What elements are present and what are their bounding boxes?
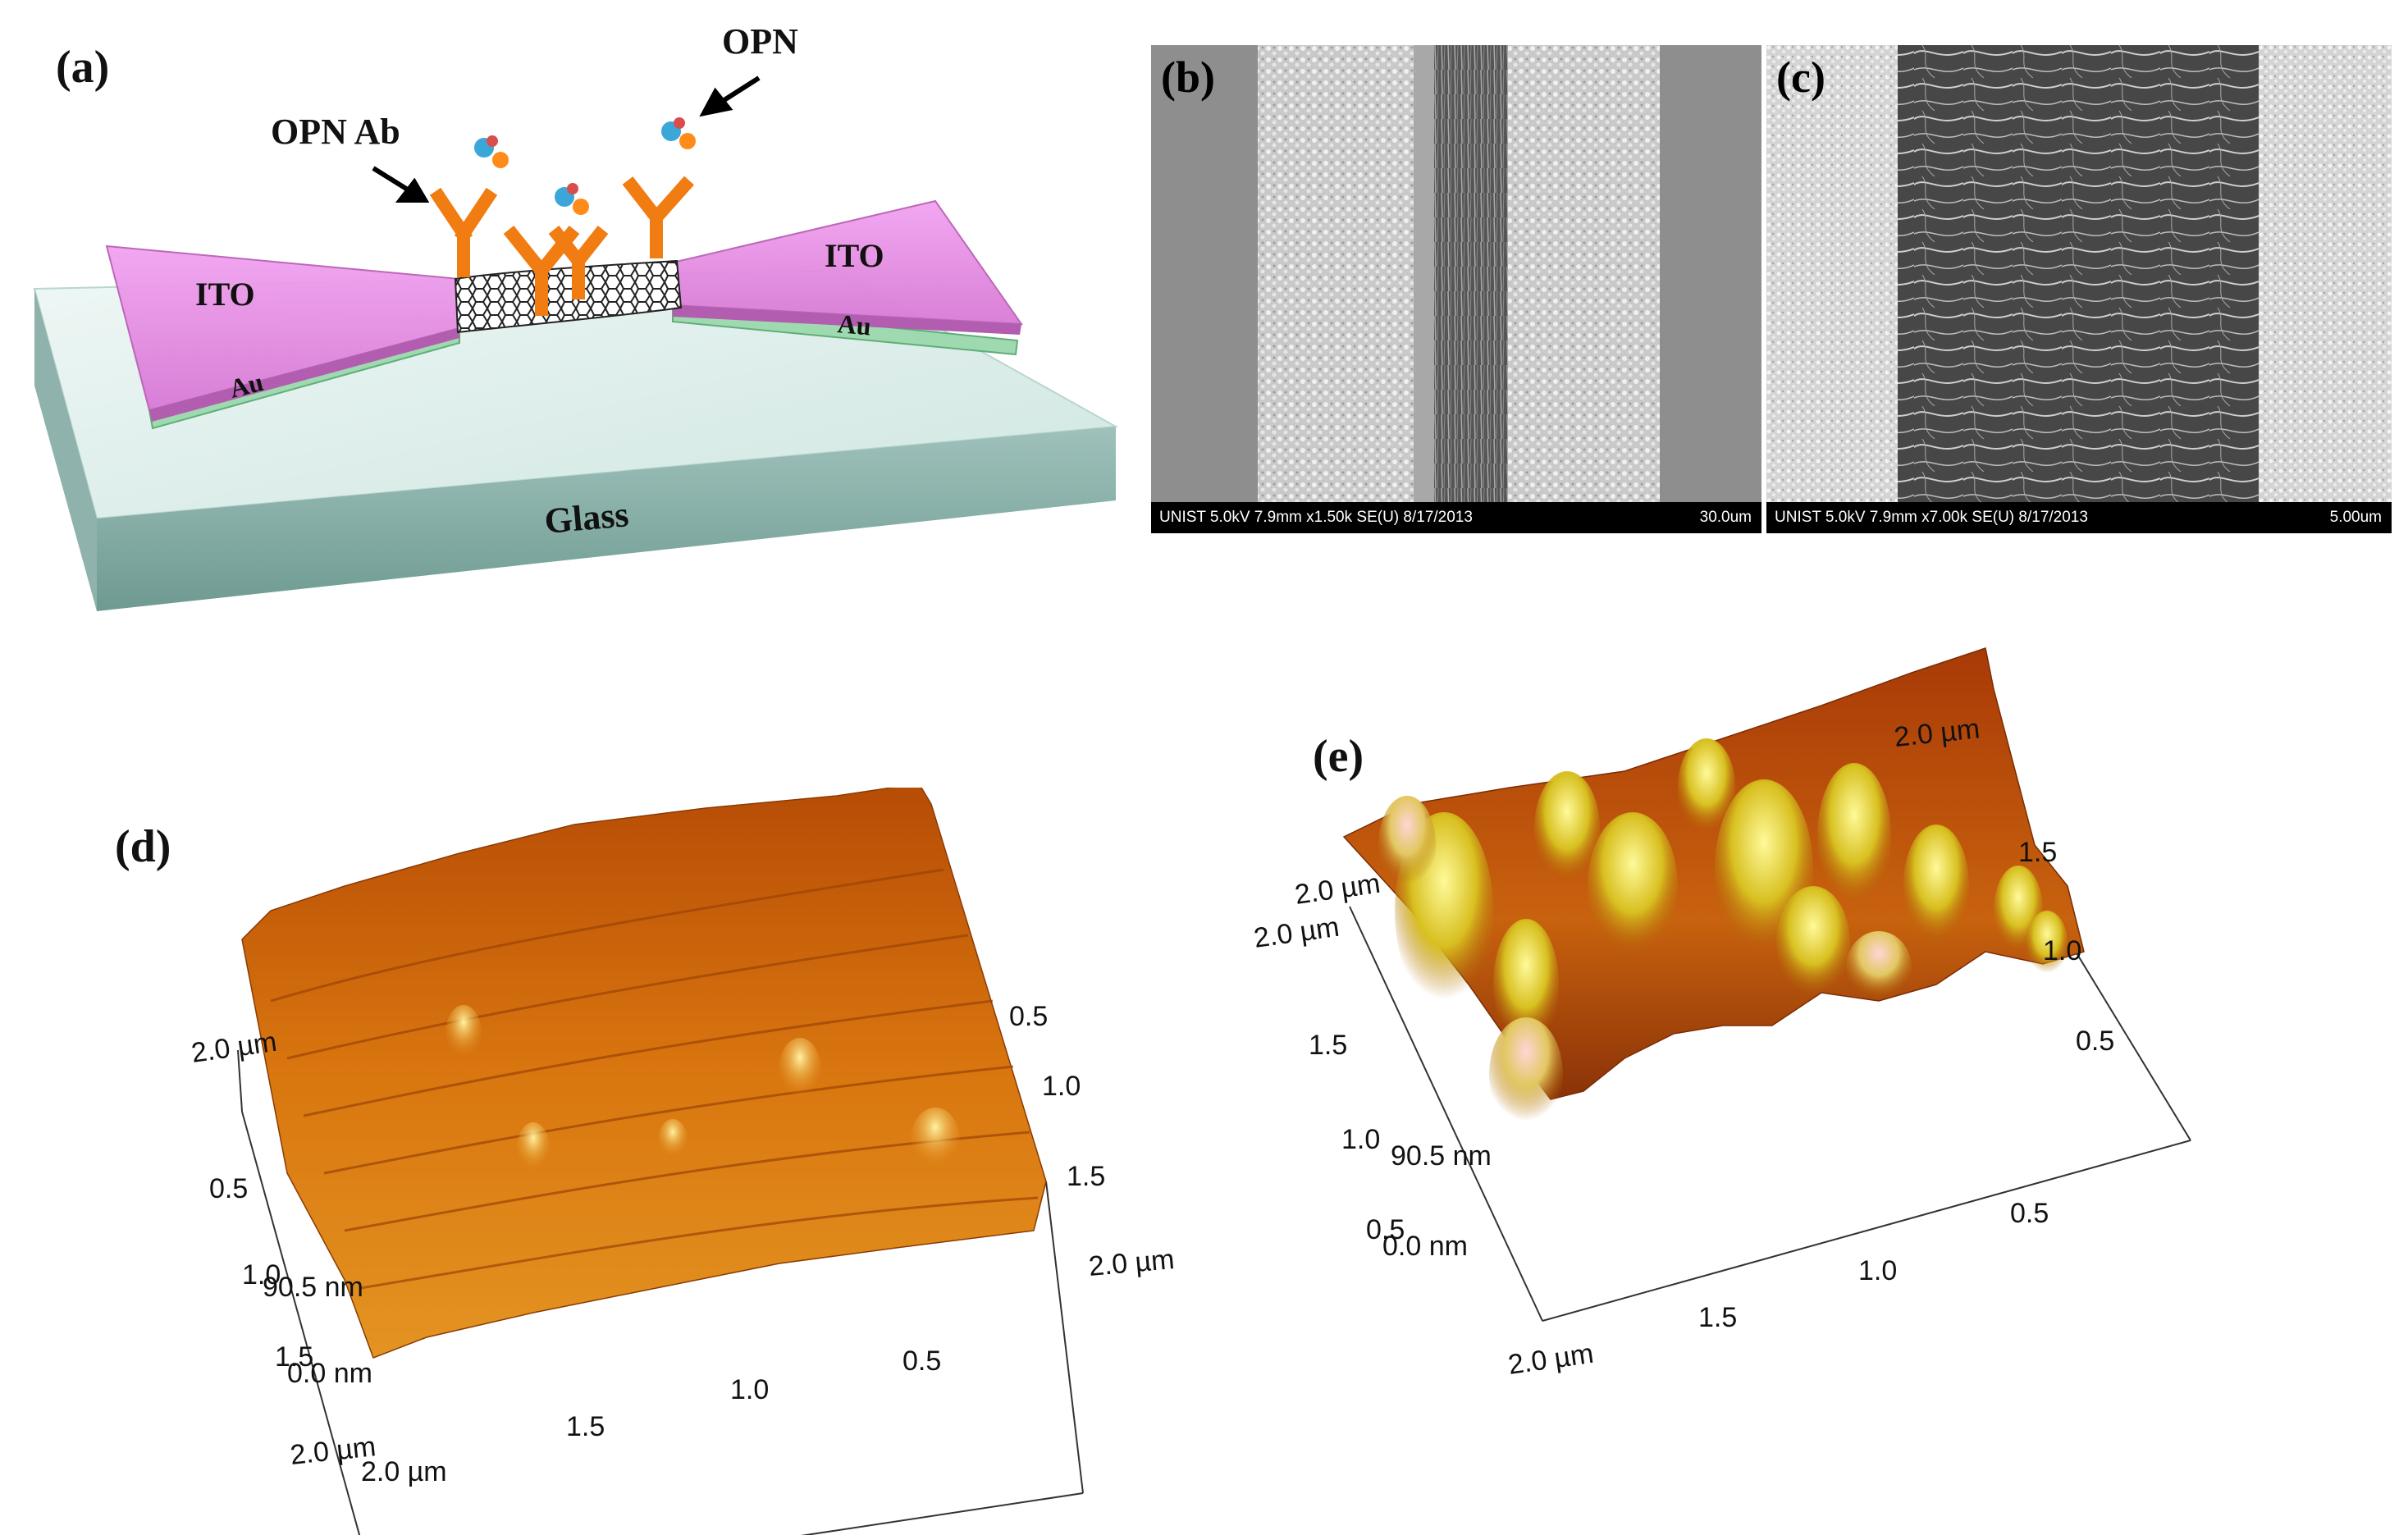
afm-surface-d: 0.5 1.0 1.5 2.0 µm 2.0 µm 0.5 1.0 90.5 n…: [190, 788, 1176, 1535]
arrow-opn: [699, 75, 761, 117]
panel-b: (b) UNIST 5.0kV 7.9mm x1.50k SE(U) 8/17/…: [1151, 45, 1761, 533]
sem-info-b: UNIST 5.0kV 7.9mm x1.50k SE(U) 8/17/2013: [1159, 509, 1473, 526]
afm-e-tick-left-top: 2.0 µm: [1293, 868, 1382, 911]
afm-surface-e: 2.0 µm 1.5 1.0 0.5 2.0 µm 2.0 µm 1.5 1.0…: [1252, 647, 2191, 1381]
afm-d-tick-bottom-0.5: 0.5: [902, 1345, 941, 1377]
afm-d-axes: [237, 1049, 1084, 1535]
panel-a-label: (a): [56, 42, 110, 93]
afm-d-tick-left-1.0: 1.0: [242, 1259, 281, 1291]
afm-d-tick-bottom-1.0: 1.0: [730, 1374, 769, 1405]
panel-b-label: (b): [1161, 53, 1215, 102]
afm-e-tick-right-1.0: 1.0: [2043, 935, 2081, 966]
antibody-1: [429, 187, 498, 277]
afm-d-tick-bottom-1.5: 1.5: [566, 1411, 605, 1442]
sem-info-bar-c: UNIST 5.0kV 7.9mm x7.00k SE(U) 8/17/2013…: [1766, 502, 2392, 533]
sem-scale-c: 5.00um: [2329, 509, 2382, 526]
au-right-label: Au: [836, 308, 872, 340]
afm-e-tick-left-1.5: 1.5: [1309, 1030, 1347, 1061]
ito-left-label: ITO: [195, 276, 255, 313]
sem-image-c: [1766, 45, 2392, 533]
sem-info-bar-b: UNIST 5.0kV 7.9mm x1.50k SE(U) 8/17/2013…: [1151, 502, 1761, 533]
panel-e-label: (e): [1313, 731, 1364, 782]
arrow-opn-ab: [372, 166, 430, 203]
afm-e-tick-right-1.5: 1.5: [2018, 837, 2057, 868]
cnt-channel: [454, 259, 683, 334]
afm-d-tick-zero: 0.0 nm: [287, 1358, 372, 1389]
opn-label: OPN: [722, 21, 798, 62]
afm-d-tick-right-1.0: 1.0: [1042, 1071, 1081, 1102]
panel-c-label: (c): [1776, 53, 1825, 102]
afm-e-tick-bottom-1.5: 1.5: [1698, 1302, 1737, 1333]
panel-c: (c) UNIST 5.0kV 7.9mm x7.00k SE(U) 8/17/…: [1766, 45, 2392, 533]
afm-e-tick-height: 90.5 nm: [1391, 1140, 1492, 1172]
afm-e-tick-right-0.5: 0.5: [2076, 1026, 2114, 1057]
opn-molecule-2: [555, 183, 589, 215]
panel-d-label: (d): [115, 821, 171, 872]
opn-ab-label: OPN Ab: [271, 112, 400, 152]
glass-label: Glass: [543, 494, 631, 541]
panel-e: (e): [1198, 640, 2408, 1535]
afm-e-tick-bottom-1.0: 1.0: [1858, 1255, 1897, 1286]
afm-e-tick-left-1.0: 1.0: [1341, 1124, 1380, 1155]
afm-e-tick-zero: 0.0 nm: [1382, 1231, 1468, 1262]
ito-right-label: ITO: [825, 237, 884, 274]
opn-molecule-3: [661, 117, 696, 149]
antibody-4: [548, 226, 609, 299]
afm-e-tick-bottom-2.0: 2.0 µm: [1506, 1338, 1596, 1381]
afm-e-tick-left-2.0: 2.0 µm: [1252, 911, 1341, 954]
afm-d-tick-left-1.5: 1.5: [275, 1341, 313, 1373]
antibody-2: [503, 226, 580, 316]
afm-d-tick-bottom-2.0: 2.0 µm: [361, 1456, 447, 1487]
opn-molecule-1: [474, 135, 509, 168]
afm-d-tick-left-0.5: 0.5: [209, 1173, 248, 1204]
afm-e-axes: [1349, 906, 2191, 1322]
antibody-3: [622, 176, 694, 258]
sem-scale-b: 30.0um: [1699, 509, 1752, 526]
sem-image-b: [1151, 45, 1761, 533]
panel-d: (d): [0, 788, 1198, 1535]
sem-info-c: UNIST 5.0kV 7.9mm x7.00k SE(U) 8/17/2013: [1775, 509, 2088, 526]
afm-d-tick-height: 90.5 nm: [263, 1272, 363, 1303]
afm-d-tick-right-1.5: 1.5: [1067, 1161, 1105, 1192]
glass-front: [97, 427, 1116, 611]
glass-side: [34, 289, 97, 611]
ito-left-edge: [149, 328, 459, 422]
device-schematic: OPN Ab OPN ITO ITO Au Au Glass: [33, 21, 1119, 611]
afm-e-tick-left-0.5: 0.5: [1366, 1214, 1405, 1245]
panel-a: (a): [0, 0, 1149, 624]
afm-e-tick-bottom-0.5: 0.5: [2010, 1198, 2049, 1229]
afm-d-tick-right-2.0: 2.0 µm: [1087, 1244, 1176, 1282]
ito-right-edge: [673, 305, 1021, 335]
afm-d-tick-right-0.5: 0.5: [1009, 1001, 1048, 1032]
